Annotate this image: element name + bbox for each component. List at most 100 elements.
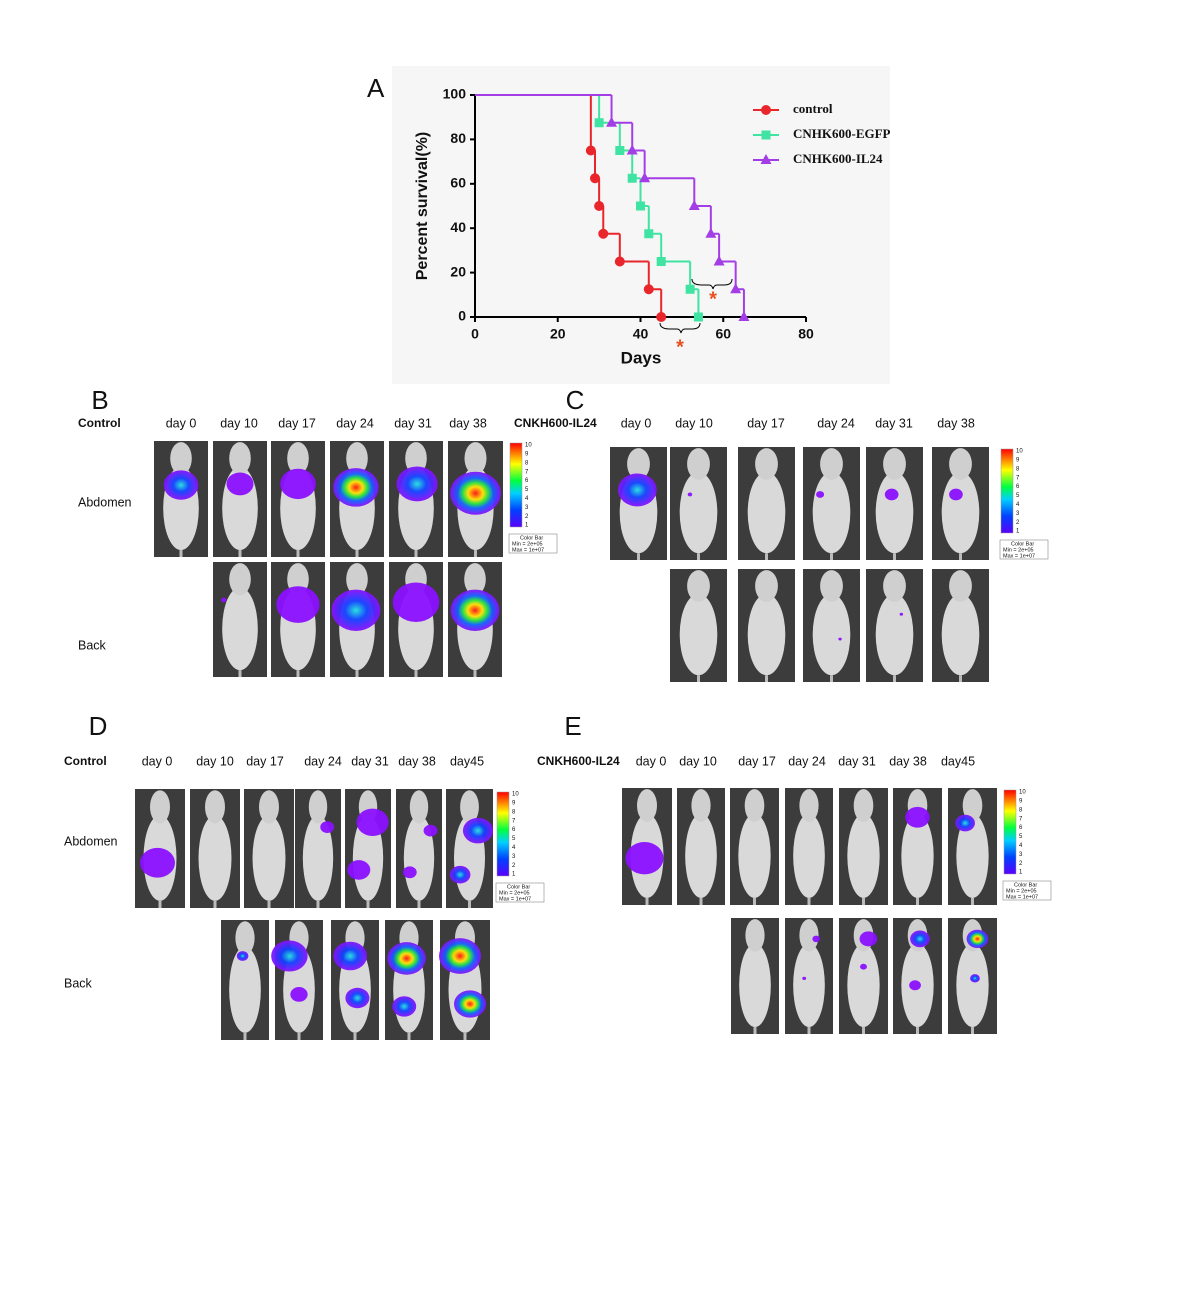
mouse-image: [448, 441, 503, 557]
signal: [331, 589, 381, 631]
point: [636, 201, 645, 211]
color-bar-min: Min = 2e+05: [512, 541, 543, 547]
point: [594, 118, 604, 128]
color-bar-tick: 8: [525, 460, 529, 466]
signal: [140, 847, 175, 878]
mouse-body: [793, 813, 825, 898]
y-axis-title: Percent survival(%): [414, 132, 431, 281]
color-bar-tick: 10: [1019, 790, 1026, 796]
y-tick-label: 60: [450, 175, 466, 191]
signal: [860, 963, 867, 970]
day-label: day 10: [675, 416, 713, 430]
signal: [905, 806, 930, 828]
signal: [387, 942, 426, 975]
mouse-image: [839, 918, 888, 1034]
color-bar-title: Color Bar: [507, 884, 530, 890]
signal: [356, 808, 389, 837]
signal: [462, 817, 493, 844]
color-bar-tick: 7: [1016, 475, 1020, 481]
day-label: day 17: [246, 754, 284, 768]
signal: [838, 637, 842, 641]
color-bar-tick: 7: [512, 818, 516, 824]
color-bar-tick: 6: [1019, 825, 1023, 831]
mouse-head: [883, 570, 906, 602]
annotation: *: [676, 336, 684, 358]
color-bar-tick: 10: [1016, 449, 1023, 455]
mouse-image: [345, 789, 391, 908]
signal: [280, 468, 316, 500]
legend-marker: [760, 154, 772, 164]
signal: [449, 865, 471, 884]
point: [705, 227, 717, 238]
day-label: day 17: [747, 416, 785, 430]
mouse-head: [259, 790, 279, 824]
x-tick-label: 40: [633, 326, 649, 342]
x-tick-label: 0: [471, 326, 479, 342]
color-bar-tick: 1: [1019, 870, 1023, 876]
mouse-head: [637, 789, 657, 822]
mouse-image: [439, 920, 490, 1040]
mouse-body: [302, 815, 334, 901]
mouse-body: [403, 815, 435, 901]
color-bar-tick: 1: [1016, 529, 1020, 535]
point: [693, 312, 703, 322]
point: [585, 145, 596, 156]
point: [685, 284, 695, 294]
day-label: day 31: [875, 416, 913, 430]
brace: [659, 322, 701, 334]
signal: [276, 586, 320, 623]
point: [614, 256, 625, 267]
signal: [236, 951, 249, 961]
mouse-image: [785, 918, 833, 1034]
legend-label: CNHK600-EGFP: [793, 126, 891, 141]
mouse-image: [670, 447, 727, 560]
color-bar-tick: 4: [1019, 843, 1023, 849]
mouse-image: [932, 447, 989, 560]
mouse-head: [820, 570, 843, 602]
mouse-body: [812, 593, 851, 676]
color-bar-tick: 5: [512, 836, 516, 842]
signal: [320, 821, 335, 833]
day-label: day 38: [398, 754, 436, 768]
color-bar-tick: 8: [512, 809, 516, 815]
mouse-head: [150, 790, 170, 824]
signal: [271, 940, 308, 972]
day-label: day 0: [621, 416, 652, 430]
signal: [163, 470, 199, 500]
signal: [802, 976, 807, 980]
color-bar-title: Color Bar: [520, 535, 543, 541]
signal: [226, 472, 254, 496]
day-label: day 38: [449, 416, 487, 430]
mouse-image: [866, 447, 923, 560]
day-label: day 17: [738, 754, 776, 768]
signal: [625, 842, 664, 875]
mouse-image: [213, 562, 267, 677]
legend-label: control: [793, 101, 833, 116]
mouse-image: [803, 569, 860, 682]
color-bar-tick: 9: [512, 800, 516, 806]
panel-label: A: [367, 73, 385, 103]
color-bar-title: Color Bar: [1011, 541, 1034, 547]
mouse-head: [308, 790, 328, 824]
color-bar-tick: 5: [525, 487, 529, 493]
color-bar-tick: 1: [512, 872, 516, 878]
color-bar-tick: 10: [525, 443, 532, 449]
point: [644, 229, 654, 239]
signal: [392, 582, 440, 622]
signal: [396, 466, 438, 502]
signal: [617, 473, 657, 507]
signal: [402, 866, 417, 879]
point: [639, 172, 651, 183]
mouse-head: [346, 563, 368, 596]
color-bar-tick: 5: [1019, 834, 1023, 840]
mouse-body: [679, 471, 718, 554]
signal: [910, 930, 930, 948]
signal: [812, 935, 821, 943]
y-tick-label: 100: [443, 86, 467, 102]
mouse-image: [785, 788, 833, 905]
color-bar-tick: 7: [525, 469, 529, 475]
color-bar-box: [999, 539, 1049, 560]
x-tick-label: 80: [798, 326, 814, 342]
mouse-image: [154, 441, 208, 557]
mouse-body: [941, 471, 980, 554]
